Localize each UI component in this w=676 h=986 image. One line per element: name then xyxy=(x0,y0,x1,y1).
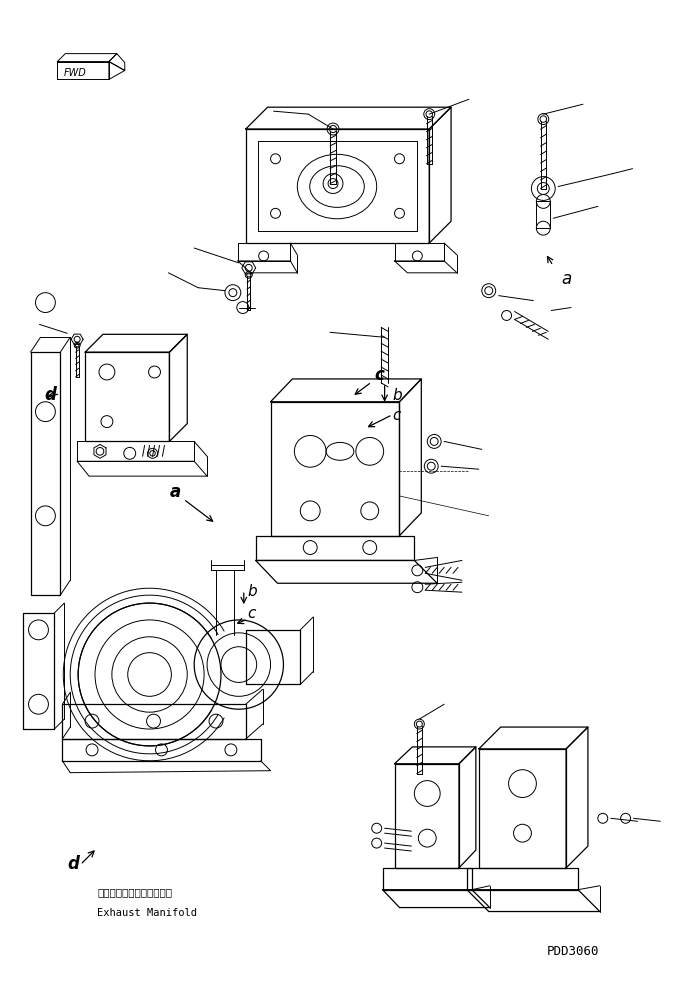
Text: FWD: FWD xyxy=(64,68,86,78)
Text: a: a xyxy=(561,269,571,288)
Text: b: b xyxy=(393,387,402,402)
Text: a: a xyxy=(170,482,180,501)
Text: エキゾーストマニホールド: エキゾーストマニホールド xyxy=(97,886,172,896)
Text: d: d xyxy=(45,386,56,403)
Text: PDD3060: PDD3060 xyxy=(546,945,599,957)
Text: c: c xyxy=(375,366,385,384)
Text: d: d xyxy=(67,854,79,872)
Text: Exhaust Manifold: Exhaust Manifold xyxy=(97,906,197,917)
Text: c: c xyxy=(393,407,401,422)
Text: c: c xyxy=(247,605,256,620)
Text: b: b xyxy=(247,584,258,599)
